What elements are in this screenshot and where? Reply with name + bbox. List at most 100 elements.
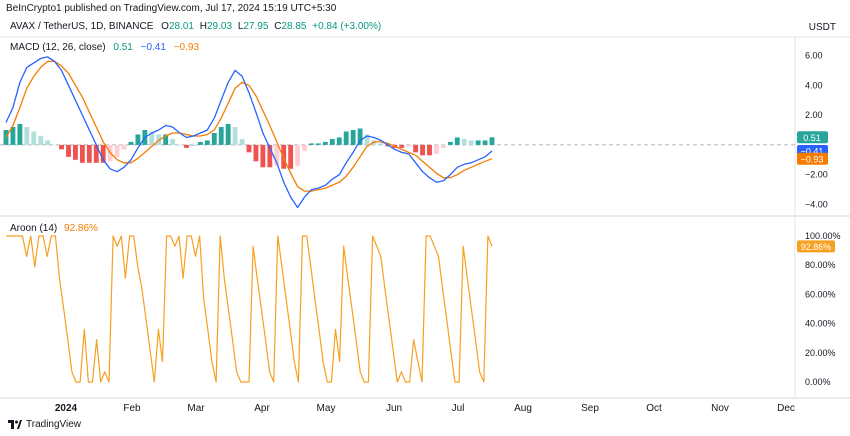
macd-histogram-bar xyxy=(322,141,328,145)
macd-legend: MACD (12, 26, close) 0.51 −0.41 −0.93 xyxy=(10,42,199,53)
symbol-title: AVAX / TetherUS, 1D, BINANCE xyxy=(10,21,154,32)
macd-histogram-bar xyxy=(288,144,294,169)
tradingview-brand: TradingView xyxy=(26,419,82,430)
open-label: O xyxy=(161,21,169,32)
aroon-y-tick: 60.00% xyxy=(805,289,836,299)
macd-histogram-bar xyxy=(434,144,439,154)
macd-histogram-bar xyxy=(427,144,432,156)
macd-hist-price-label-box xyxy=(797,131,828,144)
macd-histogram-bar xyxy=(45,140,51,145)
macd-histogram-bar xyxy=(260,144,266,168)
time-axis-tick: Mar xyxy=(187,403,205,414)
time-axis-tick: Dec xyxy=(777,403,795,414)
low-label: L xyxy=(237,21,244,32)
macd-histogram-bar xyxy=(454,137,460,145)
macd-histogram-bar xyxy=(10,127,16,145)
symbol-ohlc-legend: AVAX / TetherUS, 1D, BINANCE O28.01 H29.… xyxy=(10,21,381,32)
macd-histogram-bar xyxy=(302,144,307,151)
macd-histogram-bar xyxy=(170,138,176,145)
macd-histogram-bar xyxy=(350,130,356,145)
macd-histogram-bar xyxy=(24,127,30,145)
macd-histogram-bar xyxy=(336,137,342,145)
high-label: H xyxy=(199,21,207,32)
macd-histogram-bar xyxy=(197,141,203,145)
macd-histogram-bar xyxy=(364,134,370,145)
macd-histogram-bar xyxy=(399,144,405,148)
time-axis-tick: Nov xyxy=(711,403,729,414)
macd-y-tick: −2.00 xyxy=(805,170,828,180)
time-axis-tick: 2024 xyxy=(55,403,78,414)
macd-histogram-bar xyxy=(149,131,155,145)
time-axis-tick: Feb xyxy=(123,403,141,414)
macd-histogram-bar xyxy=(31,131,37,145)
aroon-y-tick: 20.00% xyxy=(805,348,836,358)
open-value: 28.01 xyxy=(168,21,194,32)
macd-histogram-bar xyxy=(79,144,85,163)
macd-histogram-bar xyxy=(239,138,245,145)
aroon-y-tick: 100.00% xyxy=(805,231,841,241)
macd-histogram-bar xyxy=(440,144,446,148)
macd-y-tick: 6.00 xyxy=(805,50,823,60)
aroon-title: Aroon (14) xyxy=(10,223,58,234)
macd-histogram-bar xyxy=(66,144,71,157)
change-value: +0.84 (+3.00%) xyxy=(312,21,382,32)
close-value: 28.85 xyxy=(281,21,307,32)
macd-histogram-bar xyxy=(163,134,169,145)
aroon-value: 92.86% xyxy=(64,223,98,234)
macd-histogram-bar xyxy=(385,144,391,147)
macd-histogram-bar xyxy=(406,144,412,147)
aroon-y-tick: 40.00% xyxy=(805,319,836,329)
macd-histogram-bar xyxy=(246,144,252,153)
macd-line-value: −0.41 xyxy=(140,42,166,53)
tradingview-logo-icon xyxy=(8,420,22,429)
macd-histogram-bar xyxy=(135,134,141,145)
macd-histogram-bar xyxy=(128,141,134,145)
macd-histogram-bar xyxy=(100,144,106,163)
macd-histogram-bar xyxy=(475,140,481,145)
high-value: 29.03 xyxy=(207,21,233,32)
tradingview-logo: TradingView xyxy=(8,419,81,430)
macd-histogram-bar xyxy=(274,144,280,166)
macd-histogram-bar xyxy=(93,144,99,163)
macd-histogram-bar xyxy=(253,144,259,162)
macd-histogram-bar xyxy=(204,140,210,145)
macd-histogram-bar xyxy=(482,140,488,145)
macd-histogram-bar xyxy=(413,144,419,153)
time-axis-tick: Aug xyxy=(514,403,532,414)
macd-histogram-bar xyxy=(86,144,92,163)
macd-line-price-label: −0.41 xyxy=(801,147,824,157)
time-axis-tick: Apr xyxy=(254,403,270,414)
time-axis-tick: May xyxy=(317,403,336,414)
macd-histogram-bar xyxy=(295,144,301,166)
time-axis-tick: Sep xyxy=(581,403,599,414)
time-axis-tick: Jun xyxy=(386,403,402,414)
time-axis-tick: Oct xyxy=(646,403,662,414)
macd-title: MACD (12, 26, close) xyxy=(10,42,106,53)
macd-signal-price-label: −0.93 xyxy=(801,154,824,164)
aroon-line xyxy=(6,235,493,383)
macd-histogram-bar xyxy=(378,143,384,145)
currency-label: USDT xyxy=(808,22,836,33)
macd-histogram-bar xyxy=(211,132,217,145)
macd-y-tick: 4.00 xyxy=(805,80,823,90)
macd-histogram-bar xyxy=(52,144,58,146)
macd-histogram-bar xyxy=(184,144,189,148)
macd-histogram-bar xyxy=(191,144,196,146)
macd-histogram-bar xyxy=(232,127,238,145)
macd-histogram-bar xyxy=(72,144,78,160)
macd-histogram-bar xyxy=(59,144,64,150)
close-label: C xyxy=(274,21,282,32)
macd-signal-value: −0.93 xyxy=(173,42,200,53)
macd-histogram-bar xyxy=(38,135,44,145)
macd-histogram-bar xyxy=(420,144,426,156)
macd-histogram-bar xyxy=(267,144,273,168)
macd-histogram-bar xyxy=(121,144,127,150)
macd-histogram-bar xyxy=(329,138,335,145)
aroon-price-label-box xyxy=(797,240,835,253)
macd-hist-price-label: 0.51 xyxy=(803,133,821,143)
time-axis-tick: Jul xyxy=(452,403,465,414)
aroon-price-label: 92.86% xyxy=(801,242,832,252)
macd-histogram-bar xyxy=(114,144,120,157)
publisher-credit: BeInCrypto1 published on TradingView.com… xyxy=(6,3,337,14)
